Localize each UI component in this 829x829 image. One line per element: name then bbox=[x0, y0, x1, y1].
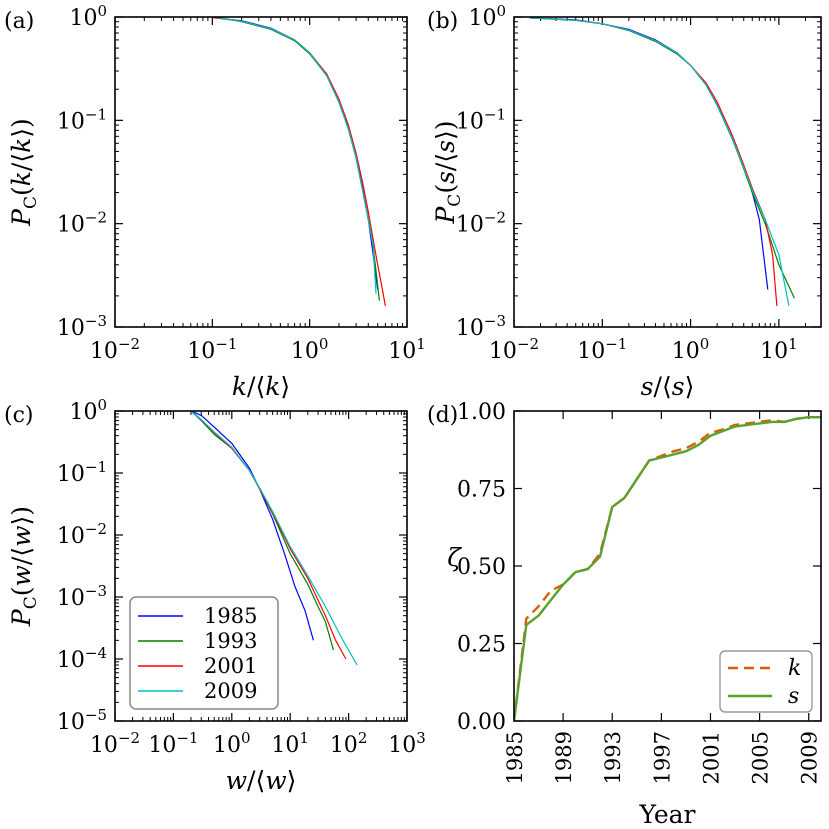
x-tick-label: 1997 bbox=[650, 731, 674, 784]
x-axis-label: Year bbox=[639, 800, 696, 829]
panel-a-label: (a) bbox=[4, 9, 34, 34]
series-group bbox=[529, 17, 795, 307]
x-tick-label: 2001 bbox=[699, 731, 723, 784]
x-tick-label: 101 bbox=[271, 729, 309, 758]
series-line-2009 bbox=[216, 17, 377, 294]
x-axis-label: s/⟨s⟩ bbox=[641, 372, 695, 401]
legend-label-k: k bbox=[788, 656, 801, 681]
x-axis-label: w/⟨w⟩ bbox=[226, 766, 297, 795]
x-tick-label: 10−2 bbox=[489, 335, 539, 364]
panel-b-label: (b) bbox=[427, 9, 458, 34]
y-tick-label: 10−3 bbox=[57, 312, 107, 341]
series-line-k bbox=[514, 416, 821, 721]
y-tick-label: 10−2 bbox=[57, 520, 107, 549]
x-tick-label: 10−1 bbox=[187, 335, 237, 364]
legend-label-1993: 1993 bbox=[204, 629, 257, 653]
legend-box bbox=[129, 596, 279, 710]
x-tick-label: 100 bbox=[291, 335, 329, 364]
x-tick-label: 2009 bbox=[798, 731, 822, 784]
series-group bbox=[514, 416, 821, 721]
y-tick-label: 10−5 bbox=[57, 706, 107, 735]
x-tick-label: 102 bbox=[330, 729, 368, 758]
y-tick-label: 10−2 bbox=[456, 209, 506, 238]
y-tick-label: 100 bbox=[69, 396, 107, 425]
y-axis-label: PC(s/⟨s⟩) bbox=[431, 120, 465, 224]
y-tick-label: 100 bbox=[69, 2, 107, 31]
x-tick-label: 103 bbox=[388, 729, 426, 758]
x-tick-label: 1985 bbox=[503, 731, 527, 784]
y-tick-label: 1.00 bbox=[457, 400, 506, 425]
y-tick-label: 0.75 bbox=[457, 478, 506, 503]
y-axis-label: PC(w/⟨w⟩) bbox=[7, 506, 41, 627]
legend-d: ks bbox=[719, 650, 813, 713]
plot-frame bbox=[513, 410, 822, 722]
y-tick-label: 0.50 bbox=[457, 555, 506, 580]
x-tick-label: 101 bbox=[760, 335, 798, 364]
y-tick-label: 0.00 bbox=[457, 710, 506, 735]
series-line-2009 bbox=[190, 411, 358, 666]
x-tick-label: 100 bbox=[672, 335, 710, 364]
x-tick-label: 101 bbox=[388, 335, 426, 364]
panel-a: (a) 10−2 10−1 100 10110−310−210−1100PC(k/⟨k… bbox=[4, 2, 426, 401]
legend-label-2009: 2009 bbox=[204, 679, 257, 703]
legend-label-2001: 2001 bbox=[204, 654, 257, 678]
x-tick-label: 10−2 bbox=[90, 729, 140, 758]
y-tick-label: 10−1 bbox=[57, 458, 107, 487]
x-axis-label: k/⟨k⟩ bbox=[232, 372, 290, 401]
panel-b: (b) 10−2 10−1 100 10110−310−210−1100PC(s/⟨s… bbox=[427, 2, 822, 401]
x-tick-label: 10−2 bbox=[90, 335, 140, 364]
x-tick-label: 1989 bbox=[552, 731, 576, 784]
y-axis-label: ζ bbox=[447, 543, 462, 572]
series-group bbox=[190, 411, 358, 666]
y-tick-label: 10−1 bbox=[456, 105, 506, 134]
plot-frame bbox=[114, 410, 408, 722]
series-line-2009 bbox=[529, 17, 790, 307]
y-tick-label: 10−2 bbox=[57, 209, 107, 238]
x-tick-label: 100 bbox=[213, 729, 251, 758]
y-tick-label: 10−1 bbox=[57, 105, 107, 134]
panel-c-label: (c) bbox=[4, 403, 34, 428]
panel-d-label: (d) bbox=[427, 403, 458, 428]
y-tick-label: 10−3 bbox=[456, 312, 506, 341]
y-tick-label: 100 bbox=[468, 2, 506, 31]
legend-label-s: s bbox=[788, 684, 799, 709]
plot-frame bbox=[114, 16, 408, 328]
plot-frame bbox=[513, 16, 822, 328]
y-tick-label: 0.25 bbox=[457, 633, 506, 658]
x-tick-label: 2005 bbox=[749, 731, 773, 784]
y-tick-label: 10−4 bbox=[57, 644, 107, 673]
y-axis-label: PC(k/⟨k⟩) bbox=[7, 118, 41, 227]
x-tick-label: 10−1 bbox=[148, 729, 198, 758]
panel-c: (c) 10−2 10−1 100 101 102 103 10−5 10−4 10−3 10−2… bbox=[4, 396, 426, 795]
y-tick-label: 10−3 bbox=[57, 582, 107, 611]
panel-d: (d) 1985 1989 1993 1997 2001 2005 2009 0.00 0.25… bbox=[427, 400, 822, 829]
legend-label-1985: 1985 bbox=[204, 604, 257, 628]
x-tick-label: 1993 bbox=[601, 731, 625, 784]
x-tick-label: 10−1 bbox=[577, 335, 627, 364]
series-line-s bbox=[514, 416, 821, 721]
series-group bbox=[212, 17, 386, 307]
